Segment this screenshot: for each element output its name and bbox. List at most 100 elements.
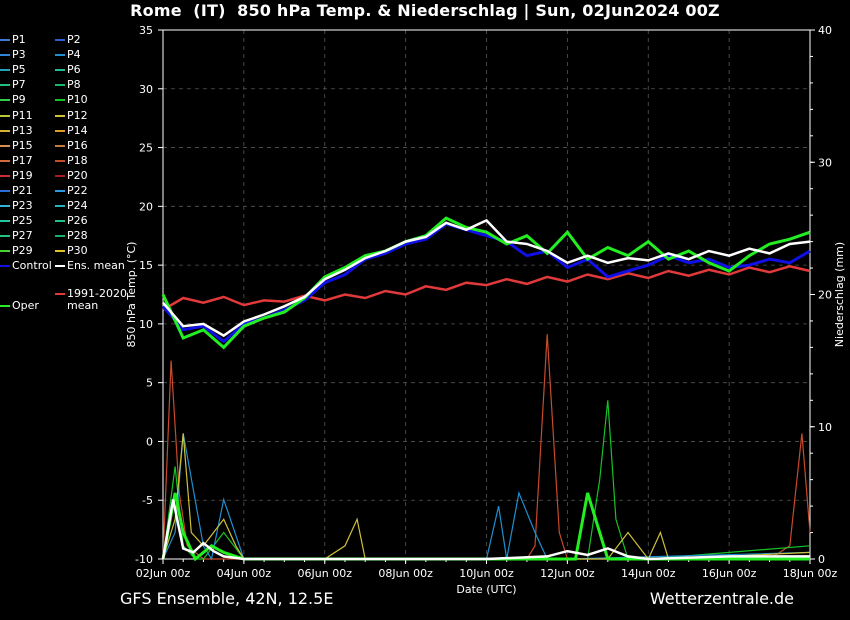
legend-label: P14 [67, 123, 88, 137]
precip-line [161, 492, 810, 562]
legend-swatch [55, 69, 65, 72]
legend-swatch [55, 250, 65, 253]
legend-item: P10 [55, 94, 88, 106]
y-tick-label: 15 [139, 259, 153, 272]
legend-item: P16 [55, 138, 88, 152]
legend-swatch [0, 174, 10, 177]
y-tick-label: 5 [146, 377, 153, 390]
legend-label: P27 [12, 229, 33, 243]
x-tick-label: 16Jun 00z [702, 567, 757, 580]
legend-swatch [0, 129, 10, 132]
legend-label: P1 [12, 33, 26, 46]
legend-label: P25 [12, 214, 33, 228]
y2-tick-label: 40 [818, 24, 832, 37]
legend-swatch [55, 129, 65, 132]
legend-swatch [0, 205, 10, 208]
legend-label: P3 [12, 48, 26, 62]
y-tick-label: 20 [139, 200, 153, 213]
legend-swatch [0, 99, 10, 102]
y-tick-label: 0 [146, 435, 153, 448]
legend-swatch [0, 265, 10, 267]
legend-item: P1 [0, 34, 26, 46]
legend-swatch [0, 235, 10, 238]
legend-swatch [55, 54, 65, 57]
legend-swatch [0, 250, 10, 253]
series-line [162, 218, 811, 338]
y-tick-label: 30 [139, 83, 153, 96]
legend-swatch [55, 220, 65, 223]
legend-label: P24 [67, 199, 88, 213]
legend-label: P16 [67, 138, 88, 152]
legend-swatch [55, 39, 65, 41]
y2-tick-label: 10 [818, 421, 832, 434]
legend-swatch [0, 190, 10, 192]
legend-label: Control [12, 259, 52, 272]
legend-label: P19 [12, 168, 33, 182]
legend-swatch [55, 159, 65, 162]
precip-line [161, 499, 810, 561]
legend-swatch [55, 144, 65, 147]
series-line [162, 265, 811, 311]
y-tick-label: 10 [139, 318, 153, 331]
legend-label: P5 [12, 63, 26, 77]
legend-item: P14 [55, 123, 88, 137]
x-tick-label: 08Jun 00z [378, 567, 433, 580]
legend-swatch [55, 84, 65, 87]
source-label: Wetterzentrale.de [649, 589, 794, 608]
x-tick-label: 18Jun 00z [783, 567, 838, 580]
series-line [161, 216, 811, 350]
legend-label: Oper [12, 299, 39, 312]
legend-swatch [0, 54, 10, 57]
legend-item: P20 [55, 169, 88, 182]
legend-item: P26 [55, 215, 88, 227]
y2-tick-label: 0 [818, 553, 825, 566]
legend-item: Ens. mean [55, 260, 125, 272]
legend-label: P28 [67, 229, 88, 243]
y2-tick-label: 30 [818, 156, 832, 169]
legend-item: P2 [55, 34, 81, 46]
legend-swatch [55, 174, 65, 177]
legend-swatch [55, 99, 65, 102]
legend-label: 1991-2020 mean [67, 287, 127, 312]
legend-swatch [55, 293, 65, 295]
y2-tick-label: 20 [818, 289, 832, 302]
legend-item: P29 [0, 245, 33, 257]
legend-item: P18 [55, 154, 88, 167]
legend-item: P8 [55, 79, 81, 91]
legend-label: P9 [12, 93, 26, 107]
legend-label: P30 [67, 244, 88, 258]
legend-item: P23 [0, 200, 33, 212]
legend-item: P24 [55, 200, 88, 212]
x-tick-label: 12Jun 00z [540, 567, 595, 580]
legend-label: P17 [12, 153, 33, 167]
legend-item: P15 [0, 138, 33, 152]
x-tick-label: 14Jun 00z [621, 567, 676, 580]
y-tick-label: -10 [135, 553, 153, 566]
y-axis-label: 850 hPa Temp. (°C) [125, 242, 138, 348]
y-tick-label: -5 [142, 494, 153, 507]
legend-label: P13 [12, 123, 33, 137]
chart-title: Rome (IT) 850 hPa Temp. & Niederschlag |… [130, 1, 720, 20]
legend-item: 1991-2020 mean [55, 288, 129, 312]
legend-item: P19 [0, 168, 33, 182]
legend-item: P25 [0, 215, 33, 227]
legend-item: P4 [55, 49, 81, 61]
legend-label: P4 [67, 48, 81, 62]
legend-label: P2 [67, 33, 81, 46]
legend-item: P6 [55, 64, 81, 76]
legend-swatch [55, 190, 65, 192]
legend-label: P6 [67, 63, 81, 77]
legend-item: P28 [55, 230, 88, 242]
legend-label: P29 [12, 244, 33, 258]
legend-item: P22 [55, 185, 88, 197]
legend-item: P12 [55, 109, 88, 122]
legend-swatch [55, 265, 65, 267]
x-tick-label: 02Jun 00z [136, 567, 191, 580]
legend-label: P15 [12, 138, 33, 152]
legend-swatch [55, 205, 65, 208]
model-label: GFS Ensemble, 42N, 12.5E [120, 589, 334, 608]
legend-item: P7 [0, 79, 26, 91]
legend-label: P23 [12, 199, 33, 213]
y-tick-label: 25 [139, 142, 153, 155]
